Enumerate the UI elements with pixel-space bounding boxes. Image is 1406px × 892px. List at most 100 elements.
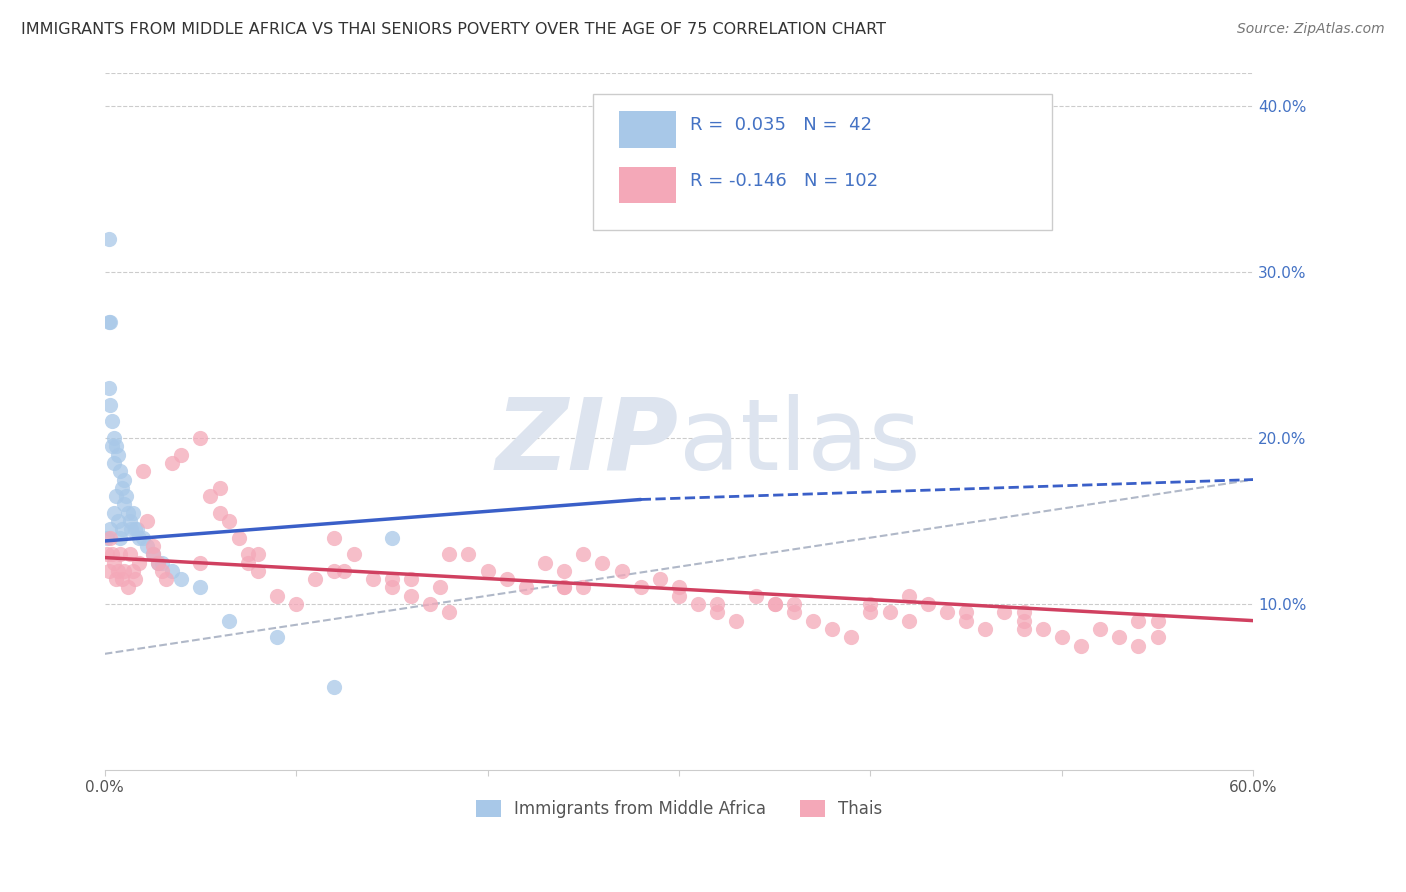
- Point: [135, 514, 157, 528]
- Point: [190, 581, 212, 595]
- Point: [457, 547, 479, 561]
- Point: [112, 473, 135, 487]
- Point: [198, 489, 221, 503]
- Point: [141, 547, 163, 561]
- Point: [917, 597, 939, 611]
- Point: [553, 581, 575, 595]
- Point: [333, 564, 356, 578]
- Text: ZIP: ZIP: [496, 394, 679, 491]
- Point: [100, 522, 122, 536]
- Point: [111, 572, 134, 586]
- Text: IMMIGRANTS FROM MIDDLE AFRICA VS THAI SENIORS POVERTY OVER THE AGE OF 75 CORRELA: IMMIGRANTS FROM MIDDLE AFRICA VS THAI SE…: [21, 22, 886, 37]
- Point: [97, 232, 120, 246]
- Point: [1128, 639, 1150, 653]
- Point: [572, 547, 595, 561]
- Point: [515, 581, 537, 595]
- Point: [170, 572, 193, 586]
- Point: [534, 556, 557, 570]
- Point: [105, 489, 128, 503]
- Point: [419, 597, 441, 611]
- Point: [190, 556, 212, 570]
- Point: [100, 531, 122, 545]
- Point: [821, 622, 844, 636]
- Point: [381, 572, 404, 586]
- Point: [879, 605, 901, 619]
- Text: R =  0.035   N =  42: R = 0.035 N = 42: [690, 116, 873, 135]
- Point: [103, 556, 125, 570]
- Point: [100, 315, 122, 329]
- Point: [572, 581, 595, 595]
- Point: [148, 556, 170, 570]
- Point: [1146, 630, 1168, 644]
- Text: Source: ZipAtlas.com: Source: ZipAtlas.com: [1237, 22, 1385, 37]
- Point: [97, 381, 120, 395]
- Point: [897, 589, 920, 603]
- Text: R = -0.146   N = 102: R = -0.146 N = 102: [690, 172, 879, 190]
- Point: [218, 614, 240, 628]
- Point: [108, 531, 131, 545]
- Point: [141, 547, 163, 561]
- Point: [170, 448, 193, 462]
- Point: [381, 531, 404, 545]
- Point: [238, 547, 260, 561]
- Text: atlas: atlas: [679, 394, 921, 491]
- Point: [112, 498, 135, 512]
- Point: [103, 431, 125, 445]
- FancyBboxPatch shape: [593, 94, 1052, 230]
- Point: [439, 605, 461, 619]
- Point: [266, 630, 288, 644]
- Point: [122, 564, 145, 578]
- Point: [108, 464, 131, 478]
- Point: [725, 614, 748, 628]
- Point: [399, 572, 422, 586]
- Point: [150, 564, 173, 578]
- Point: [208, 481, 231, 495]
- Point: [108, 547, 131, 561]
- Point: [107, 564, 129, 578]
- Point: [101, 439, 124, 453]
- Point: [246, 564, 269, 578]
- Point: [323, 531, 346, 545]
- Point: [114, 489, 136, 503]
- Point: [160, 456, 183, 470]
- Point: [342, 547, 364, 561]
- Point: [246, 547, 269, 561]
- FancyBboxPatch shape: [619, 112, 675, 147]
- Point: [429, 581, 451, 595]
- Point: [238, 556, 260, 570]
- Point: [630, 581, 652, 595]
- Point: [117, 581, 139, 595]
- Point: [553, 564, 575, 578]
- Point: [121, 522, 143, 536]
- Point: [96, 531, 118, 545]
- Point: [439, 547, 461, 561]
- Point: [124, 572, 146, 586]
- Point: [648, 572, 671, 586]
- Point: [1012, 614, 1035, 628]
- Point: [101, 415, 124, 429]
- Point: [103, 456, 125, 470]
- Point: [218, 514, 240, 528]
- Point: [801, 614, 824, 628]
- Point: [553, 581, 575, 595]
- Point: [128, 556, 150, 570]
- Point: [103, 506, 125, 520]
- Point: [105, 439, 128, 453]
- Point: [111, 522, 134, 536]
- Point: [897, 614, 920, 628]
- Point: [160, 564, 183, 578]
- Point: [706, 597, 728, 611]
- Point: [763, 597, 786, 611]
- Point: [132, 531, 155, 545]
- Point: [1146, 614, 1168, 628]
- Point: [399, 589, 422, 603]
- Point: [706, 605, 728, 619]
- Point: [101, 547, 124, 561]
- Point: [1032, 622, 1054, 636]
- Point: [668, 589, 690, 603]
- Point: [1108, 630, 1130, 644]
- Point: [839, 630, 862, 644]
- Point: [744, 589, 766, 603]
- Point: [477, 564, 499, 578]
- Point: [112, 564, 135, 578]
